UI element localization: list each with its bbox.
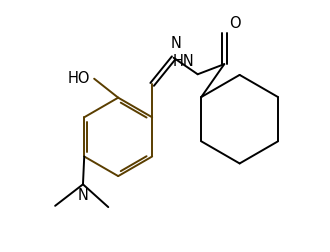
Text: HO: HO <box>68 71 90 86</box>
Text: N: N <box>78 187 88 202</box>
Text: O: O <box>229 16 241 31</box>
Text: HN: HN <box>172 54 194 69</box>
Text: N: N <box>171 36 182 51</box>
